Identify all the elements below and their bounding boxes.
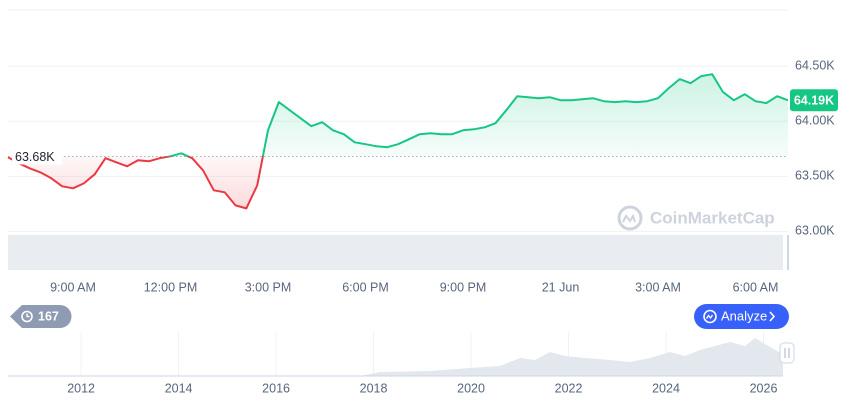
navigator-year: 2024 — [652, 381, 680, 395]
history-badge[interactable]: 167 — [10, 305, 72, 328]
analyze-icon — [703, 309, 717, 324]
watermark-logo-mark — [622, 213, 636, 223]
navigator-handle[interactable] — [779, 342, 795, 364]
baseline-label: 63.68K — [15, 150, 55, 164]
volume-band — [8, 235, 783, 270]
x-tick-label: 6:00 PM — [342, 280, 389, 294]
navigator-year: 2022 — [555, 381, 583, 395]
history-icon — [21, 310, 33, 323]
price-line — [7, 73, 789, 210]
price-tag — [790, 89, 838, 112]
x-tick-label: 21 Jun — [542, 280, 580, 294]
x-tick-label: 6:00 AM — [733, 280, 779, 294]
watermark: CoinMarketCap — [617, 205, 775, 231]
watermark-text: CoinMarketCap — [650, 208, 775, 227]
history-badge-bg[interactable] — [10, 305, 72, 328]
navigator-history — [8, 338, 783, 376]
y-tick-label: 63.00K — [795, 224, 835, 238]
navigator-year: 2014 — [165, 381, 193, 395]
analyze-label[interactable]: Analyze — [721, 308, 767, 323]
area-fill — [8, 74, 788, 209]
x-tick-label: 9:00 PM — [440, 280, 487, 294]
analyze-icon-mark — [705, 314, 714, 320]
analyze-button-bg[interactable] — [694, 304, 789, 329]
navigator-year: 2016 — [262, 381, 290, 395]
watermark-logo — [617, 205, 643, 231]
x-tick-label: 3:00 AM — [635, 280, 681, 294]
history-count: 167 — [38, 309, 59, 323]
analyze-chevron — [769, 311, 776, 322]
analyze-button[interactable]: Analyze — [694, 304, 789, 329]
navigator-year: 2018 — [360, 381, 388, 395]
navigator-year: 2012 — [67, 381, 95, 395]
navigator-year: 2020 — [457, 381, 485, 395]
y-tick-label: 64.50K — [795, 58, 835, 72]
x-tick-label: 3:00 PM — [245, 280, 292, 294]
history-icon-hand — [26, 313, 30, 318]
x-tick-label: 9:00 AM — [50, 280, 96, 294]
x-tick-label: 12:00 PM — [144, 280, 198, 294]
y-tick-label: 64.00K — [795, 114, 835, 128]
navigator-year: 2026 — [750, 381, 778, 395]
y-tick-label: 63.50K — [795, 169, 835, 183]
price-tag-text: 64.19K — [794, 94, 834, 108]
grid — [8, 65, 788, 232]
baseline-label-bg — [12, 148, 62, 165]
